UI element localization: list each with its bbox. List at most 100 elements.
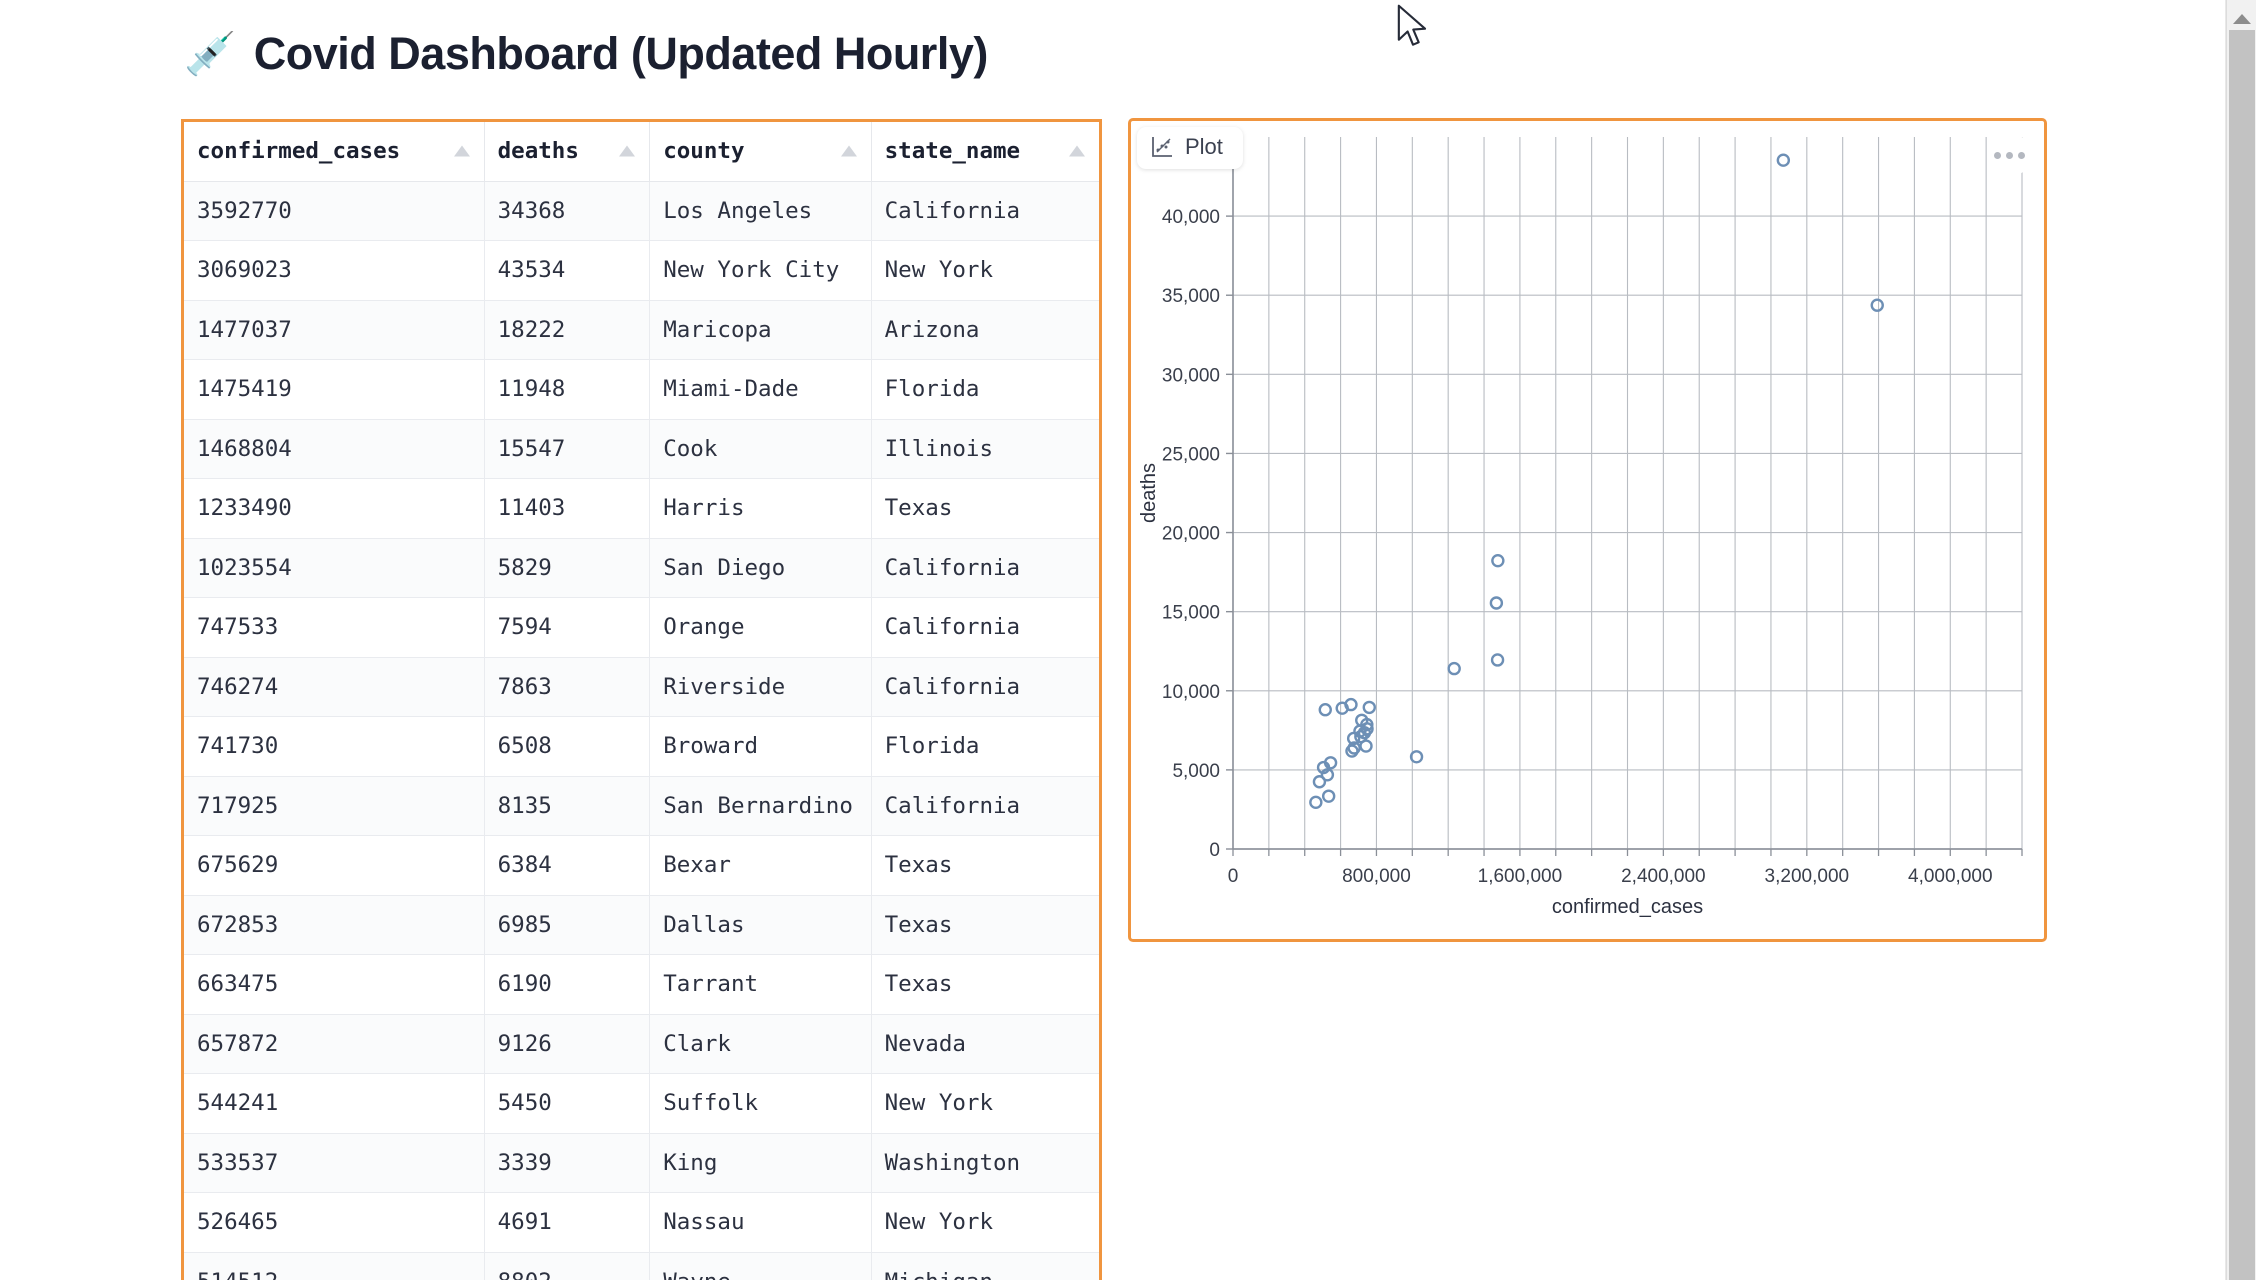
scatter-point[interactable] — [1320, 768, 1335, 782]
scatter-point[interactable] — [1335, 701, 1349, 715]
table-cell-confirmed_cases: 663475 — [184, 954, 485, 1015]
sort-ascending-icon[interactable] — [1069, 145, 1085, 157]
scatter-point[interactable] — [1312, 775, 1327, 789]
table-row[interactable]: 544241 5450 Suffolk New York — [184, 1073, 1099, 1134]
scatter-point[interactable] — [1309, 795, 1323, 810]
table-row[interactable]: 717925 8135 San Bernardino California — [184, 776, 1099, 836]
scatter-point[interactable] — [1490, 653, 1505, 667]
table-row[interactable]: 1477037 18222 Maricopa Arizona — [184, 300, 1099, 360]
table-row[interactable]: 741730 6508 Broward Florida — [184, 716, 1099, 777]
table-cell-state_name: Illinois — [871, 419, 1099, 479]
table-row[interactable]: 1475419 11948 Miami-Dade Florida — [184, 359, 1099, 420]
table-cell-county: Suffolk — [649, 1073, 872, 1134]
table-cell-deaths: 3339 — [484, 1133, 651, 1193]
page-title: 💉 Covid Dashboard (Updated Hourly) — [184, 28, 988, 80]
column-header-state-name[interactable]: state_name — [871, 122, 1099, 182]
table-cell-state_name: California — [871, 181, 1099, 241]
more-options-button[interactable] — [1987, 133, 2031, 177]
table-row[interactable]: 675629 6384 Bexar Texas — [184, 835, 1099, 896]
sort-ascending-icon[interactable] — [453, 145, 470, 157]
data-table-panel[interactable]: confirmed_cases deaths county state_name — [181, 119, 1102, 1280]
data-table: confirmed_cases deaths county state_name — [184, 122, 1099, 1280]
scatter-plot[interactable]: 0 5,000 10,000 15,000 20,000 25,000 30,000 35,0… — [1131, 121, 2044, 939]
table-cell-deaths: 7594 — [484, 597, 651, 658]
column-header-confirmed-cases[interactable]: confirmed_cases — [184, 122, 485, 182]
table-cell-confirmed_cases: 1233490 — [184, 478, 485, 539]
table-cell-deaths: 43534 — [484, 240, 651, 301]
table-cell-state_name: New York — [871, 240, 1099, 301]
scatter-point[interactable] — [1776, 153, 1791, 167]
vertical-scrollbar[interactable] — [2226, 0, 2256, 1280]
more-options-icon — [2005, 151, 2013, 159]
x-axis-tick-label: 0 — [1228, 866, 1239, 887]
page-edge-divider — [2225, 0, 2226, 1280]
table-cell-deaths: 7863 — [484, 657, 651, 717]
scatter-point[interactable] — [1321, 789, 1336, 803]
table-cell-confirmed_cases: 657872 — [184, 1014, 485, 1074]
table-cell-county: Clark — [649, 1014, 872, 1074]
y-axis-tick-label: 0 — [1209, 840, 1220, 861]
sort-ascending-icon[interactable] — [840, 145, 857, 157]
table-cell-county: Miami-Dade — [649, 359, 872, 420]
scatter-point[interactable] — [1362, 700, 1376, 715]
table-row[interactable]: 533537 3339 King Washington — [184, 1133, 1099, 1193]
scatter-point[interactable] — [1491, 553, 1505, 568]
plot-panel[interactable]: Plot 0 5,000 10,000 15,000 20,000 25,000 30,00… — [1128, 118, 2047, 942]
tab-plot[interactable]: Plot — [1137, 127, 1243, 169]
table-cell-state_name: Florida — [871, 716, 1099, 777]
table-cell-deaths: 6190 — [484, 954, 651, 1015]
table-row[interactable]: 3592770 34368 Los Angeles California — [184, 181, 1099, 241]
table-cell-deaths: 6985 — [484, 895, 651, 955]
x-axis-title: confirmed_cases — [1552, 896, 1703, 918]
column-header-deaths[interactable]: deaths — [484, 122, 651, 182]
table-cell-county: Orange — [649, 597, 872, 658]
table-cell-deaths: 6508 — [484, 716, 651, 777]
table-cell-state_name: Michigan — [871, 1252, 1099, 1280]
more-options-icon — [2017, 151, 2025, 159]
table-row[interactable]: 747533 7594 Orange California — [184, 597, 1099, 658]
scatter-point[interactable] — [1354, 729, 1368, 744]
table-cell-confirmed_cases: 672853 — [184, 895, 485, 955]
table-cell-state_name: Nevada — [871, 1014, 1099, 1074]
scatter-point[interactable] — [1489, 596, 1504, 610]
table-cell-state_name: California — [871, 538, 1099, 598]
x-axis-tick-label: 800,000 — [1342, 866, 1411, 887]
scatter-point[interactable] — [1316, 760, 1331, 775]
table-row[interactable]: 663475 6190 Tarrant Texas — [184, 954, 1099, 1015]
scatter-point[interactable] — [1870, 298, 1884, 312]
table-cell-deaths: 9126 — [484, 1014, 651, 1074]
table-cell-county: Wayne — [649, 1252, 872, 1280]
scroll-up-arrow-icon[interactable] — [2232, 14, 2251, 24]
column-header-label: county — [663, 138, 745, 165]
table-cell-state_name: Texas — [871, 478, 1099, 539]
scatter-point[interactable] — [1345, 744, 1359, 758]
table-row[interactable]: 5145128802WayneMichigan — [184, 1252, 1099, 1280]
table-cell-confirmed_cases: 514512 — [184, 1252, 485, 1280]
scatter-point[interactable] — [1353, 724, 1367, 738]
table-row[interactable]: 1023554 5829 San Diego California — [184, 538, 1099, 598]
page-title-text: Covid Dashboard (Updated Hourly) — [253, 28, 989, 79]
table-row[interactable]: 1468804 15547 Cook Illinois — [184, 419, 1099, 479]
table-row[interactable]: 526465 4691 Nassau New York — [184, 1192, 1099, 1253]
table-cell-county: San Diego — [649, 538, 872, 598]
scatter-point[interactable] — [1447, 661, 1461, 676]
table-cell-confirmed_cases: 1468804 — [184, 419, 485, 479]
table-row[interactable]: 657872 9126 Clark Nevada — [184, 1014, 1099, 1074]
scrollbar-thumb[interactable] — [2229, 30, 2255, 1280]
tab-plot-label: Plot — [1185, 134, 1223, 159]
table-cell-confirmed_cases: 1477037 — [184, 300, 485, 360]
table-cell-deaths: 18222 — [484, 300, 651, 360]
scatter-point[interactable] — [1409, 750, 1424, 764]
sort-ascending-icon[interactable] — [619, 145, 636, 157]
table-row[interactable]: 746274 7863 Riverside California — [184, 657, 1099, 717]
table-row[interactable]: 3069023 43534 New York City New York — [184, 240, 1099, 301]
table-row[interactable]: 1233490 11403 Harris Texas — [184, 478, 1099, 539]
column-header-label: deaths — [497, 138, 579, 165]
table-cell-deaths: 8135 — [484, 776, 651, 836]
column-header-county[interactable]: county — [649, 122, 872, 182]
table-cell-deaths: 8802 — [484, 1252, 651, 1280]
table-cell-confirmed_cases: 3069023 — [184, 240, 485, 301]
table-row[interactable]: 672853 6985 Dallas Texas — [184, 895, 1099, 955]
table-cell-deaths: 4691 — [484, 1192, 651, 1253]
scatter-point[interactable] — [1318, 703, 1332, 717]
